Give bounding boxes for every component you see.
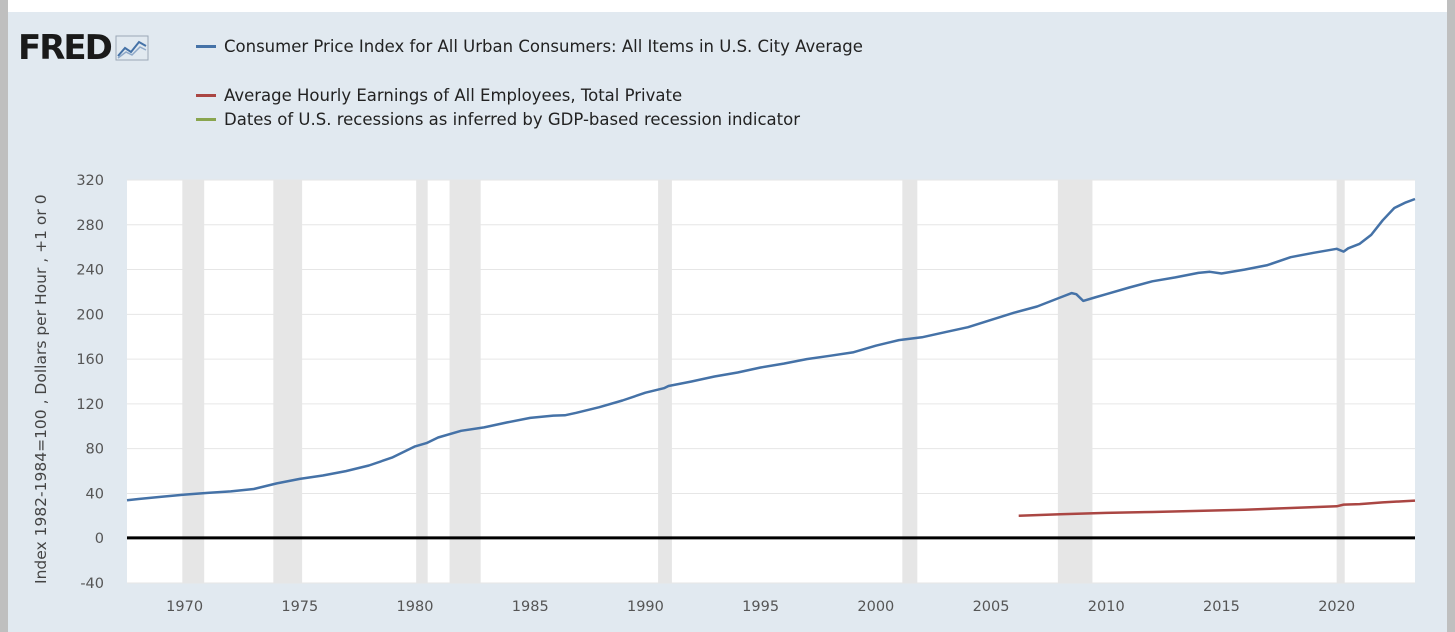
x-tick-label: 1970 [166,599,203,615]
y-axis-ticks: -40 0 40 80 120 160 200 240 280 320 [76,173,104,592]
top-strip [8,0,1447,12]
y-tick-label: 240 [76,263,104,279]
y-tick-label: 160 [76,352,104,368]
trend-lines-icon [115,35,149,61]
x-tick-label: 2015 [1203,599,1240,615]
legend-label-earnings: Average Hourly Earnings of All Employees… [224,86,683,105]
y-tick-label: 200 [76,307,104,323]
y-tick-label: 80 [86,442,104,458]
recession-band-4 [658,180,672,583]
y-axis-label: Index 1982-1984=100 , Dollars per Hour ,… [32,194,50,584]
legend-swatch-earnings [196,94,216,97]
recession-shading [182,180,1345,583]
x-tick-label: 2005 [973,599,1010,615]
recession-band-1 [273,180,303,583]
y-tick-label: 120 [76,397,104,413]
x-tick-label: 2000 [857,599,894,615]
x-tick-label: 2010 [1088,599,1125,615]
recession-band-2 [416,180,428,583]
recession-band-3 [449,180,481,583]
x-tick-label: 1985 [512,599,549,615]
y-tick-label: -40 [80,576,104,592]
recession-band-0 [182,180,205,583]
y-tick-label: 280 [76,218,104,234]
x-tick-label: 2020 [1318,599,1355,615]
series-lines [126,197,1416,540]
x-tick-label: 1975 [281,599,318,615]
y-tick-label: 40 [86,486,104,502]
fred-logo-text: FRED [18,28,113,68]
legend-item-earnings[interactable]: Average Hourly Earnings of All Employees… [196,86,682,105]
x-tick-label: 1980 [397,599,434,615]
legend-item-cpi[interactable]: Consumer Price Index for All Urban Consu… [196,37,863,56]
legend-swatch-cpi [196,45,216,48]
legend-label-recessions: Dates of U.S. recessions as inferred by … [224,110,800,129]
plot-area [127,180,1415,583]
legend-label-cpi: Consumer Price Index for All Urban Consu… [224,37,863,56]
recession-band-5 [902,180,918,583]
fred-logo[interactable]: FRED [18,28,149,68]
x-tick-label: 1995 [742,599,779,615]
y-tick-label: 0 [95,531,104,547]
series-line-cpi [126,197,1416,502]
recession-band-7 [1336,180,1345,583]
x-tick-label: 1990 [627,599,664,615]
recession-band-6 [1057,180,1093,583]
legend-item-recessions[interactable]: Dates of U.S. recessions as inferred by … [196,110,800,129]
series-line-earnings [1018,499,1416,517]
y-tick-label: 320 [76,173,104,189]
x-axis-ticks: 1970 1975 1980 1985 1990 1995 2000 2005 2010 2015… [166,599,1355,615]
legend-swatch-recessions [196,118,216,121]
